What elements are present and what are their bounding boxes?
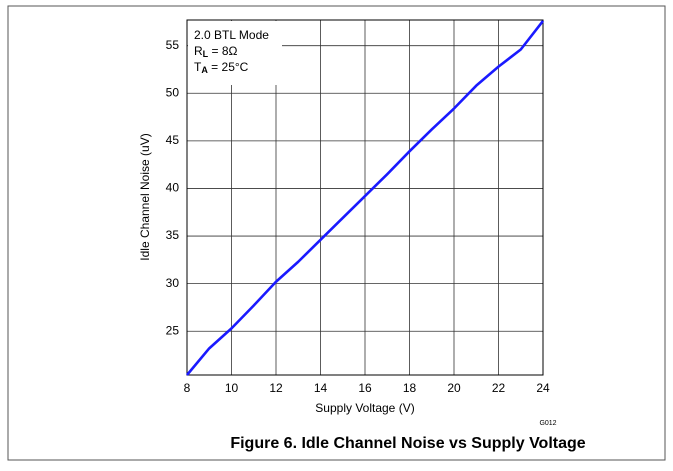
annotation-part: = 25°C [208, 60, 249, 74]
x-axis-label: Supply Voltage (V) [315, 401, 414, 415]
annotation-part: A [201, 65, 208, 75]
data-line [186, 20, 545, 376]
y-axis-label: Idle Channel Noise (uV) [138, 133, 152, 260]
annotation-bg [188, 21, 282, 85]
x-tick-label: 16 [358, 381, 372, 395]
y-tick-label: 55 [166, 38, 180, 52]
x-tick-label: 20 [447, 381, 461, 395]
annotation-part: L [203, 49, 209, 59]
plot-border [186, 19, 544, 376]
y-tick-label: 45 [166, 133, 180, 147]
x-tick-label: 24 [536, 381, 550, 395]
annotation-part: = 8Ω [208, 44, 237, 58]
annotation: 2.0 BTL Mode [194, 28, 269, 42]
y-tick-label: 50 [166, 85, 180, 99]
annotation: RL = 8Ω [194, 44, 238, 59]
x-tick-label: 18 [403, 381, 417, 395]
x-tick-label: 22 [492, 381, 506, 395]
caption: Figure 6. Idle Channel Noise vs Supply V… [230, 435, 585, 452]
y-tick-label: 25 [166, 323, 180, 337]
x-tick-label: 8 [184, 381, 191, 395]
x-tick-label: 12 [269, 381, 283, 395]
figure-id: G012 [539, 420, 556, 427]
y-tick-label: 35 [166, 228, 180, 242]
frame [7, 5, 666, 461]
annotation-part: 2.0 BTL Mode [194, 28, 269, 42]
y-tick-label: 40 [166, 181, 180, 195]
annotation-part: R [194, 44, 203, 58]
x-tick-label: 14 [314, 381, 328, 395]
annotation: TA = 25°C [194, 60, 249, 75]
x-tick-label: 10 [225, 381, 239, 395]
annotation-part: T [194, 60, 202, 74]
y-tick-label: 30 [166, 276, 180, 290]
